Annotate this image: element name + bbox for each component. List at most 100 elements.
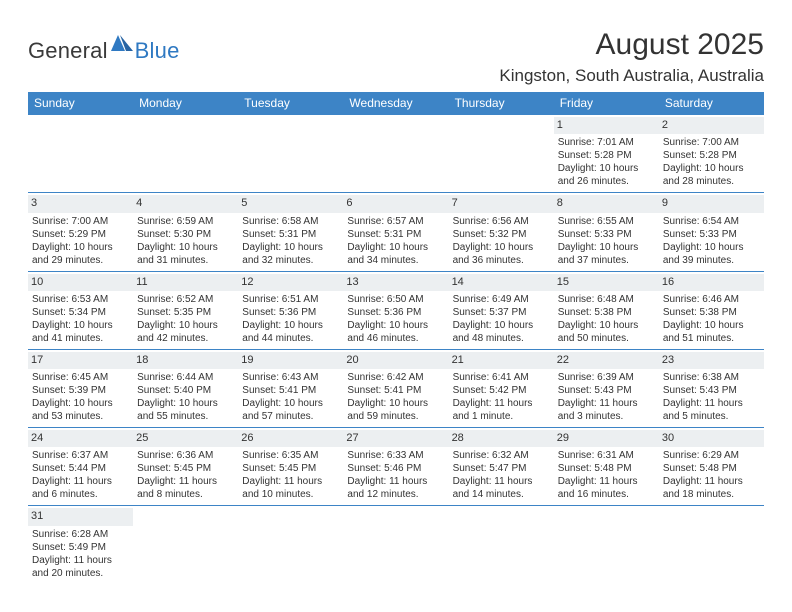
day-day1: Daylight: 10 hours: [32, 241, 129, 254]
day-cell: 2Sunrise: 7:00 AMSunset: 5:28 PMDaylight…: [659, 115, 764, 192]
day-sunrise: Sunrise: 6:52 AM: [137, 293, 234, 306]
day-number: 27: [343, 430, 448, 447]
day-day1: Daylight: 10 hours: [663, 319, 760, 332]
day-sunset: Sunset: 5:34 PM: [32, 306, 129, 319]
day-cell: 22Sunrise: 6:39 AMSunset: 5:43 PMDayligh…: [554, 350, 659, 427]
empty-cell: [133, 506, 238, 583]
day-sunrise: Sunrise: 6:55 AM: [558, 215, 655, 228]
day-day1: Daylight: 10 hours: [453, 241, 550, 254]
day-day2: and 42 minutes.: [137, 332, 234, 345]
day-cell: 8Sunrise: 6:55 AMSunset: 5:33 PMDaylight…: [554, 193, 659, 270]
day-number: 12: [238, 274, 343, 291]
empty-cell: [659, 506, 764, 583]
day-day1: Daylight: 10 hours: [453, 319, 550, 332]
day-sunset: Sunset: 5:43 PM: [558, 384, 655, 397]
day-number: 19: [238, 352, 343, 369]
day-day1: Daylight: 11 hours: [32, 475, 129, 488]
weekday-header: Saturday: [659, 92, 764, 115]
weekday-header-row: SundayMondayTuesdayWednesdayThursdayFrid…: [28, 92, 764, 115]
day-cell: 26 Sunrise: 6:35 AMSunset: 5:45 PMDayligh…: [238, 428, 343, 505]
day-sunset: Sunset: 5:38 PM: [663, 306, 760, 319]
day-day1: Daylight: 10 hours: [558, 162, 655, 175]
weekday-header: Monday: [133, 92, 238, 115]
day-day2: and 36 minutes.: [453, 254, 550, 267]
day-sunset: Sunset: 5:36 PM: [242, 306, 339, 319]
day-day1: Daylight: 10 hours: [242, 241, 339, 254]
day-number: 1: [554, 117, 659, 134]
day-day1: Daylight: 11 hours: [137, 475, 234, 488]
day-sunset: Sunset: 5:45 PM: [242, 462, 339, 475]
day-day2: and 51 minutes.: [663, 332, 760, 345]
day-number: 23: [659, 352, 764, 369]
day-number: 7: [449, 195, 554, 212]
empty-cell: [343, 115, 448, 192]
weekday-header: Tuesday: [238, 92, 343, 115]
day-day1: Daylight: 11 hours: [453, 397, 550, 410]
day-day1: Daylight: 10 hours: [558, 319, 655, 332]
empty-cell: [449, 506, 554, 583]
day-day2: and 1 minute.: [453, 410, 550, 423]
day-number: 14: [449, 274, 554, 291]
day-sunrise: Sunrise: 7:00 AM: [32, 215, 129, 228]
day-day1: Daylight: 11 hours: [663, 475, 760, 488]
day-cell: 19Sunrise: 6:43 AMSunset: 5:41 PMDayligh…: [238, 350, 343, 427]
day-number: 9: [659, 195, 764, 212]
day-sunrise: Sunrise: 6:58 AM: [242, 215, 339, 228]
day-number: 22: [554, 352, 659, 369]
week-row: 10Sunrise: 6:53 AMSunset: 5:34 PMDayligh…: [28, 272, 764, 350]
day-cell: 28Sunrise: 6:32 AMSunset: 5:47 PMDayligh…: [449, 428, 554, 505]
day-number: 5: [238, 195, 343, 212]
day-sunrise: Sunrise: 6:31 AM: [558, 449, 655, 462]
day-cell: 24Sunrise: 6:37 AMSunset: 5:44 PMDayligh…: [28, 428, 133, 505]
day-day2: and 39 minutes.: [663, 254, 760, 267]
day-cell: 7Sunrise: 6:56 AMSunset: 5:32 PMDaylight…: [449, 193, 554, 270]
day-sunset: Sunset: 5:47 PM: [453, 462, 550, 475]
empty-cell: [238, 115, 343, 192]
day-cell: 4Sunrise: 6:59 AMSunset: 5:30 PMDaylight…: [133, 193, 238, 270]
day-cell: 15Sunrise: 6:48 AMSunset: 5:38 PMDayligh…: [554, 272, 659, 349]
day-number: 29: [554, 430, 659, 447]
day-sunset: Sunset: 5:29 PM: [32, 228, 129, 241]
calendar-body: 1Sunrise: 7:01 AMSunset: 5:28 PMDaylight…: [28, 115, 764, 584]
day-day2: and 16 minutes.: [558, 488, 655, 501]
day-day1: Daylight: 10 hours: [32, 397, 129, 410]
day-cell: 1Sunrise: 7:01 AMSunset: 5:28 PMDaylight…: [554, 115, 659, 192]
day-number: 21: [449, 352, 554, 369]
empty-cell: [449, 115, 554, 192]
day-day2: and 57 minutes.: [242, 410, 339, 423]
logo: General Blue: [28, 34, 180, 67]
day-sunrise: Sunrise: 6:33 AM: [347, 449, 444, 462]
day-sunrise: Sunrise: 6:35 AM: [242, 449, 339, 462]
day-sunrise: Sunrise: 6:29 AM: [663, 449, 760, 462]
day-day1: Daylight: 10 hours: [347, 241, 444, 254]
day-cell: 11Sunrise: 6:52 AMSunset: 5:35 PMDayligh…: [133, 272, 238, 349]
day-sunset: Sunset: 5:37 PM: [453, 306, 550, 319]
day-sunrise: Sunrise: 6:48 AM: [558, 293, 655, 306]
day-sunrise: Sunrise: 6:49 AM: [453, 293, 550, 306]
day-sunrise: Sunrise: 6:51 AM: [242, 293, 339, 306]
day-day2: and 6 minutes.: [32, 488, 129, 501]
day-number: 15: [554, 274, 659, 291]
day-sunrise: Sunrise: 6:59 AM: [137, 215, 234, 228]
day-day1: Daylight: 10 hours: [347, 319, 444, 332]
day-sunset: Sunset: 5:39 PM: [32, 384, 129, 397]
day-day2: and 44 minutes.: [242, 332, 339, 345]
day-cell: 6Sunrise: 6:57 AMSunset: 5:31 PMDaylight…: [343, 193, 448, 270]
day-sunset: Sunset: 5:32 PM: [453, 228, 550, 241]
day-sunrise: Sunrise: 6:36 AM: [137, 449, 234, 462]
day-sunrise: Sunrise: 7:01 AM: [558, 136, 655, 149]
day-day1: Daylight: 11 hours: [242, 475, 339, 488]
weekday-header: Friday: [554, 92, 659, 115]
day-number: 31: [28, 508, 133, 525]
day-day2: and 31 minutes.: [137, 254, 234, 267]
day-day2: and 59 minutes.: [347, 410, 444, 423]
day-day2: and 20 minutes.: [32, 567, 129, 580]
day-sunset: Sunset: 5:48 PM: [558, 462, 655, 475]
day-cell: 16Sunrise: 6:46 AMSunset: 5:38 PMDayligh…: [659, 272, 764, 349]
day-number: 26: [238, 430, 343, 447]
empty-cell: [28, 115, 133, 192]
day-day1: Daylight: 11 hours: [558, 475, 655, 488]
day-day1: Daylight: 10 hours: [137, 397, 234, 410]
day-sunset: Sunset: 5:35 PM: [137, 306, 234, 319]
location-subtitle: Kingston, South Australia, Australia: [499, 66, 764, 86]
